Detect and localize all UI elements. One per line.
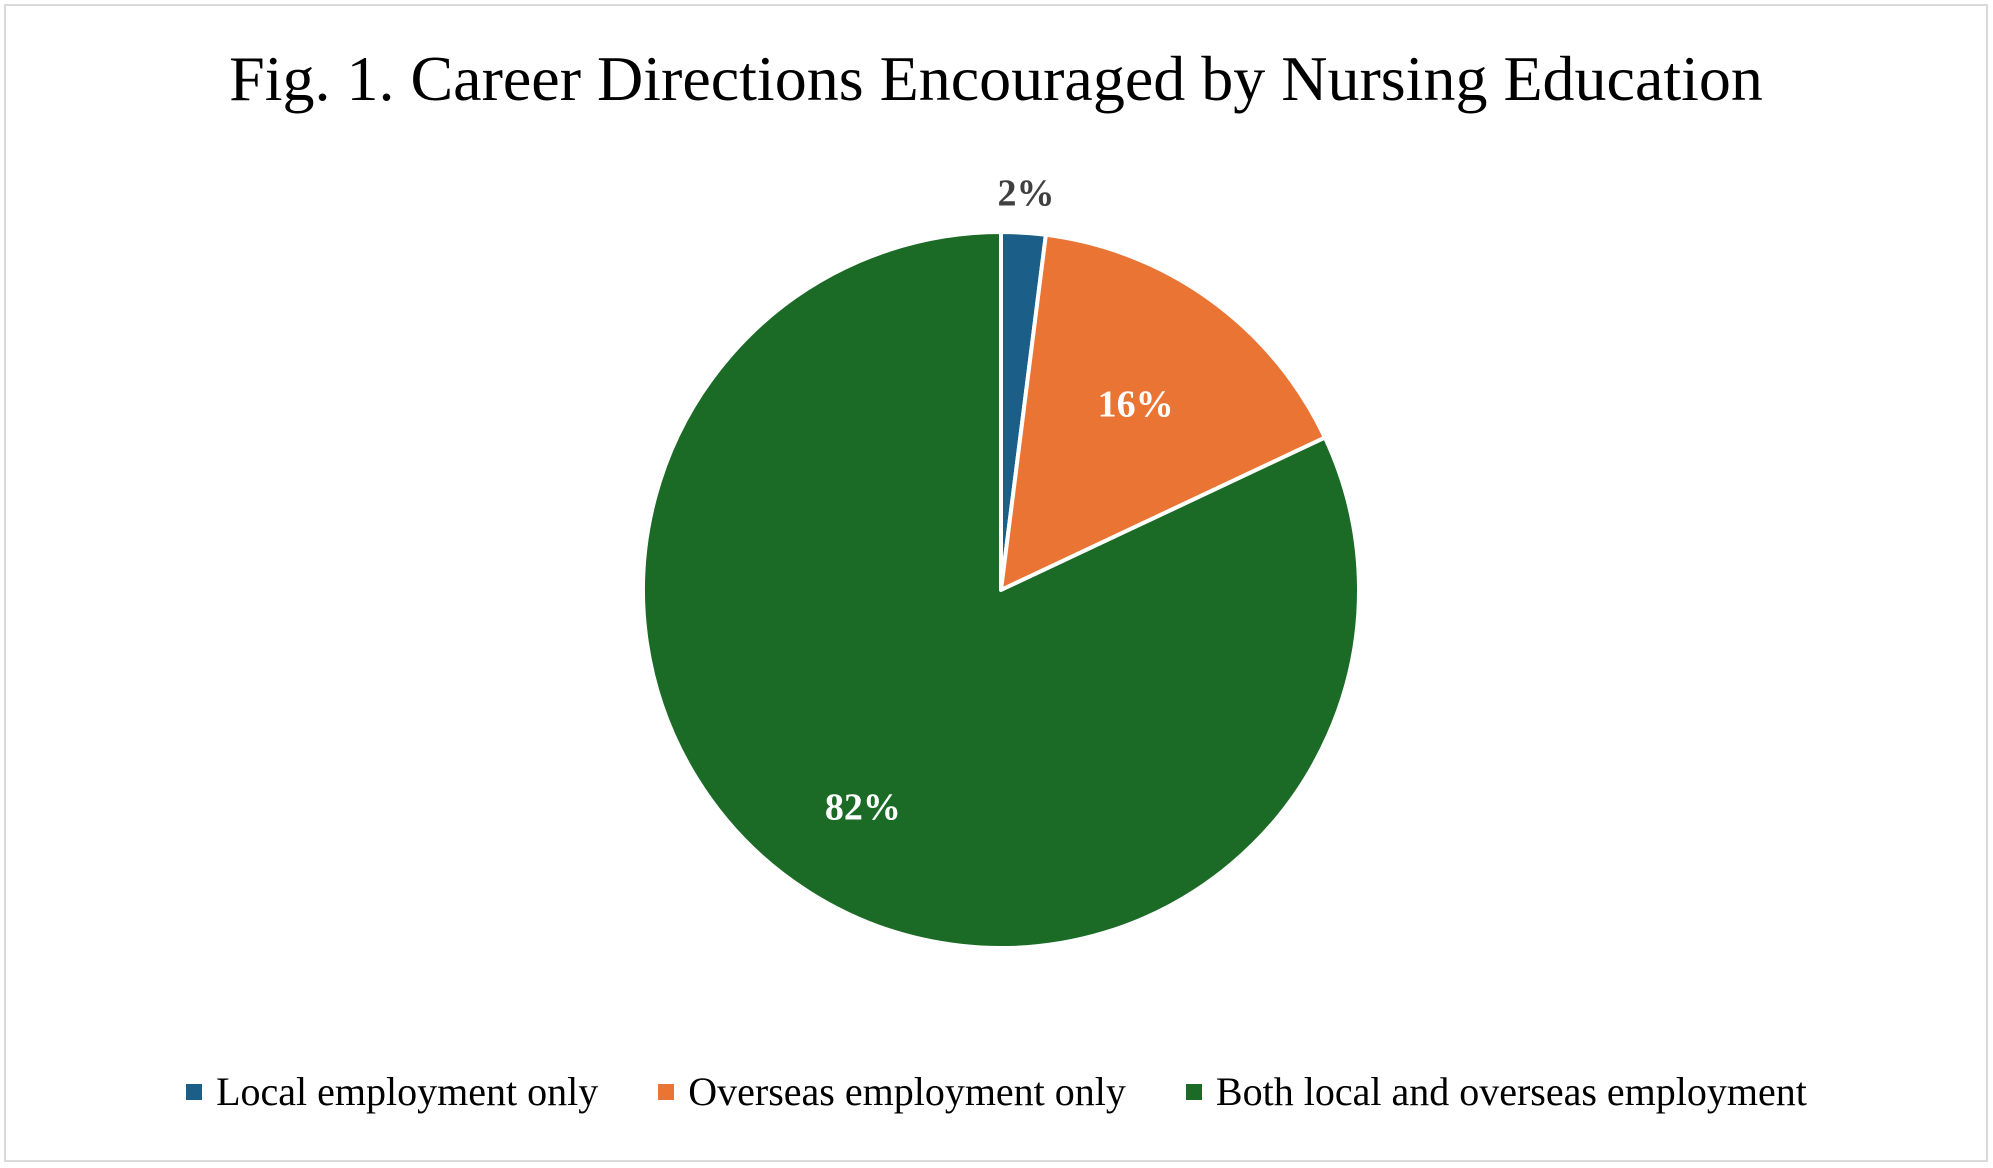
data-label-overseas: 16% (1098, 384, 1174, 426)
legend-item-both: Both local and overseas employment (1185, 1068, 1807, 1115)
legend-swatch-both (1185, 1083, 1202, 1100)
legend: Local employment only Overseas employmen… (0, 1068, 1993, 1115)
legend-swatch-overseas (658, 1083, 675, 1100)
legend-label-overseas: Overseas employment only (688, 1069, 1126, 1114)
legend-label-local: Local employment only (216, 1069, 599, 1114)
data-label-local: 2% (997, 172, 1054, 214)
pie-slice-both (641, 230, 1362, 950)
legend-item-overseas: Overseas employment only (658, 1068, 1126, 1115)
data-label-both: 82% (825, 787, 901, 829)
legend-label-both: Both local and overseas employment (1215, 1069, 1807, 1114)
pie-slice-overseas (999, 232, 1327, 592)
legend-swatch-local (186, 1083, 203, 1100)
legend-item-local: Local employment only (186, 1068, 598, 1115)
chart-title: Fig. 1. Career Directions Encouraged by … (229, 43, 1763, 114)
